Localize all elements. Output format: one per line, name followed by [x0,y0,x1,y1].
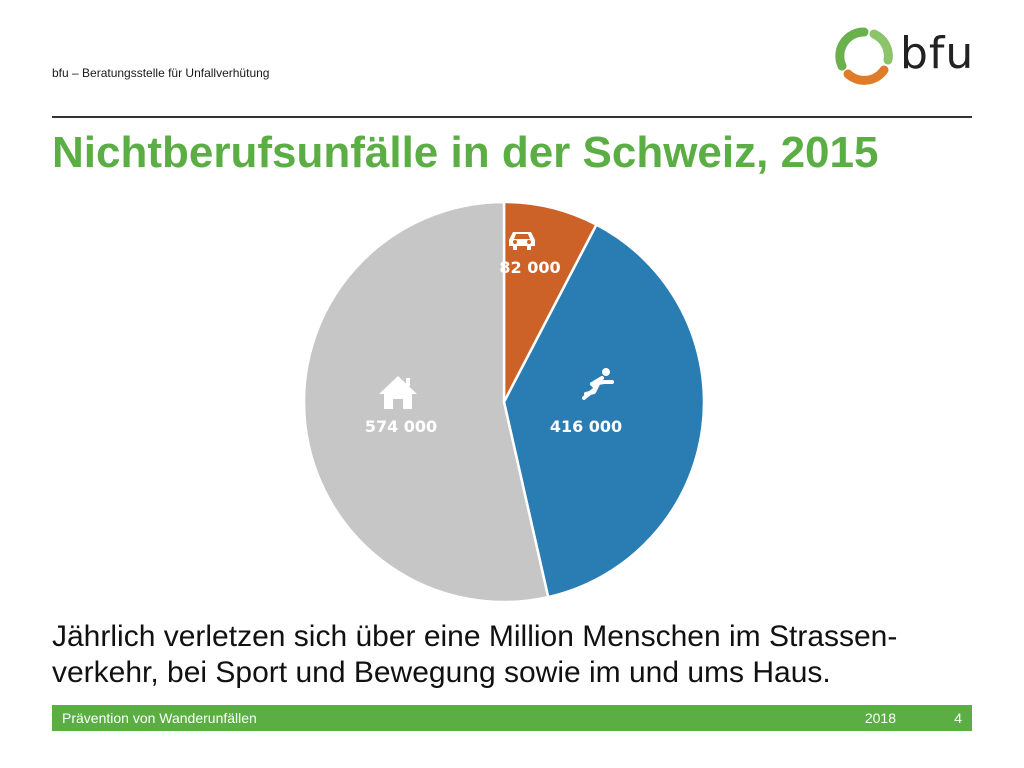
pie-slice-2 [502,222,706,599]
runner-icon [582,368,614,400]
pie-slice-3 [302,200,550,604]
car-icon [509,232,535,250]
pie-chart-svg: 82 000 416 000 574 000 [302,200,706,604]
bfu-logo: bfu [834,26,974,88]
footer-year: 2018 [864,710,896,726]
logo-ring-icon [835,27,893,85]
pie-slice-label-1: 82 000 [499,258,560,277]
pie-slice-label-3: 574 000 [365,417,437,436]
pie-slice-1 [502,200,599,403]
slide-title: Nichtberufsunfälle in der Schweiz, 2015 [52,128,879,177]
house-icon [379,376,417,409]
footer-bar: Prävention von Wanderunfällen 2018 4 [52,705,972,731]
header-divider [52,116,972,118]
pie-slice-label-2: 416 000 [550,417,622,436]
footer-page-number: 4 [954,710,962,726]
footer-presentation-title: Prävention von Wanderunfällen [62,710,257,726]
body-text: Jährlich verletzen sich über eine Millio… [52,620,898,689]
header-org-text: bfu – Beratungsstelle für Unfallverhütun… [52,66,270,80]
pie-chart: 82 000 416 000 574 000 [294,192,714,612]
logo-text: bfu [900,28,975,79]
